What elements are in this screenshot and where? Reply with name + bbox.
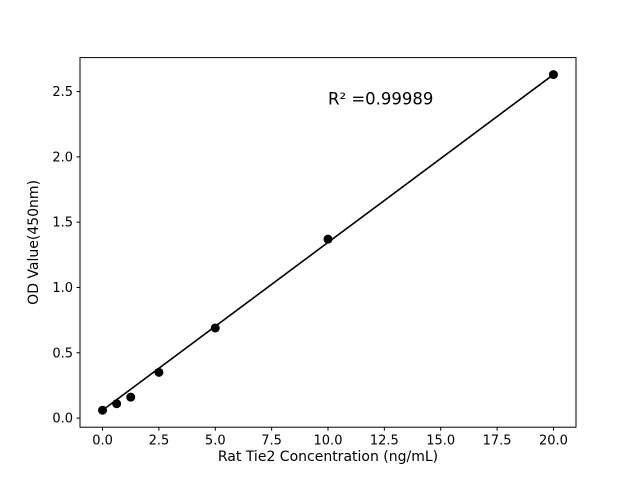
x-tick-label: 10.0 xyxy=(314,434,343,449)
x-tick-label: 0.0 xyxy=(92,434,113,449)
data-point xyxy=(548,70,558,80)
x-tick-label: 17.5 xyxy=(483,434,512,449)
x-tick-label: 20.0 xyxy=(539,434,568,449)
y-tick-label: 2.0 xyxy=(52,150,73,165)
x-tick-label: 7.5 xyxy=(261,434,282,449)
y-tick-label: 0.5 xyxy=(52,346,73,361)
data-point xyxy=(210,323,220,333)
r-squared-annotation: R² =0.99989 xyxy=(328,90,433,109)
y-tick-label: 1.0 xyxy=(52,281,73,296)
x-tick-label: 5.0 xyxy=(205,434,226,449)
y-tick-label: 0.0 xyxy=(52,412,73,427)
data-point xyxy=(98,405,108,415)
data-point xyxy=(126,392,136,402)
data-point xyxy=(112,399,122,409)
y-tick-label: 2.5 xyxy=(52,85,73,100)
x-axis-label: Rat Tie2 Concentration (ng/mL) xyxy=(218,449,438,465)
data-point xyxy=(154,367,164,377)
x-tick-label: 2.5 xyxy=(149,434,170,449)
x-tick-label: 15.0 xyxy=(426,434,455,449)
x-tick-label: 12.5 xyxy=(370,434,399,449)
data-point xyxy=(323,234,333,244)
y-axis-label: OD Value(450nm) xyxy=(26,180,42,305)
y-tick-label: 1.5 xyxy=(52,216,73,231)
